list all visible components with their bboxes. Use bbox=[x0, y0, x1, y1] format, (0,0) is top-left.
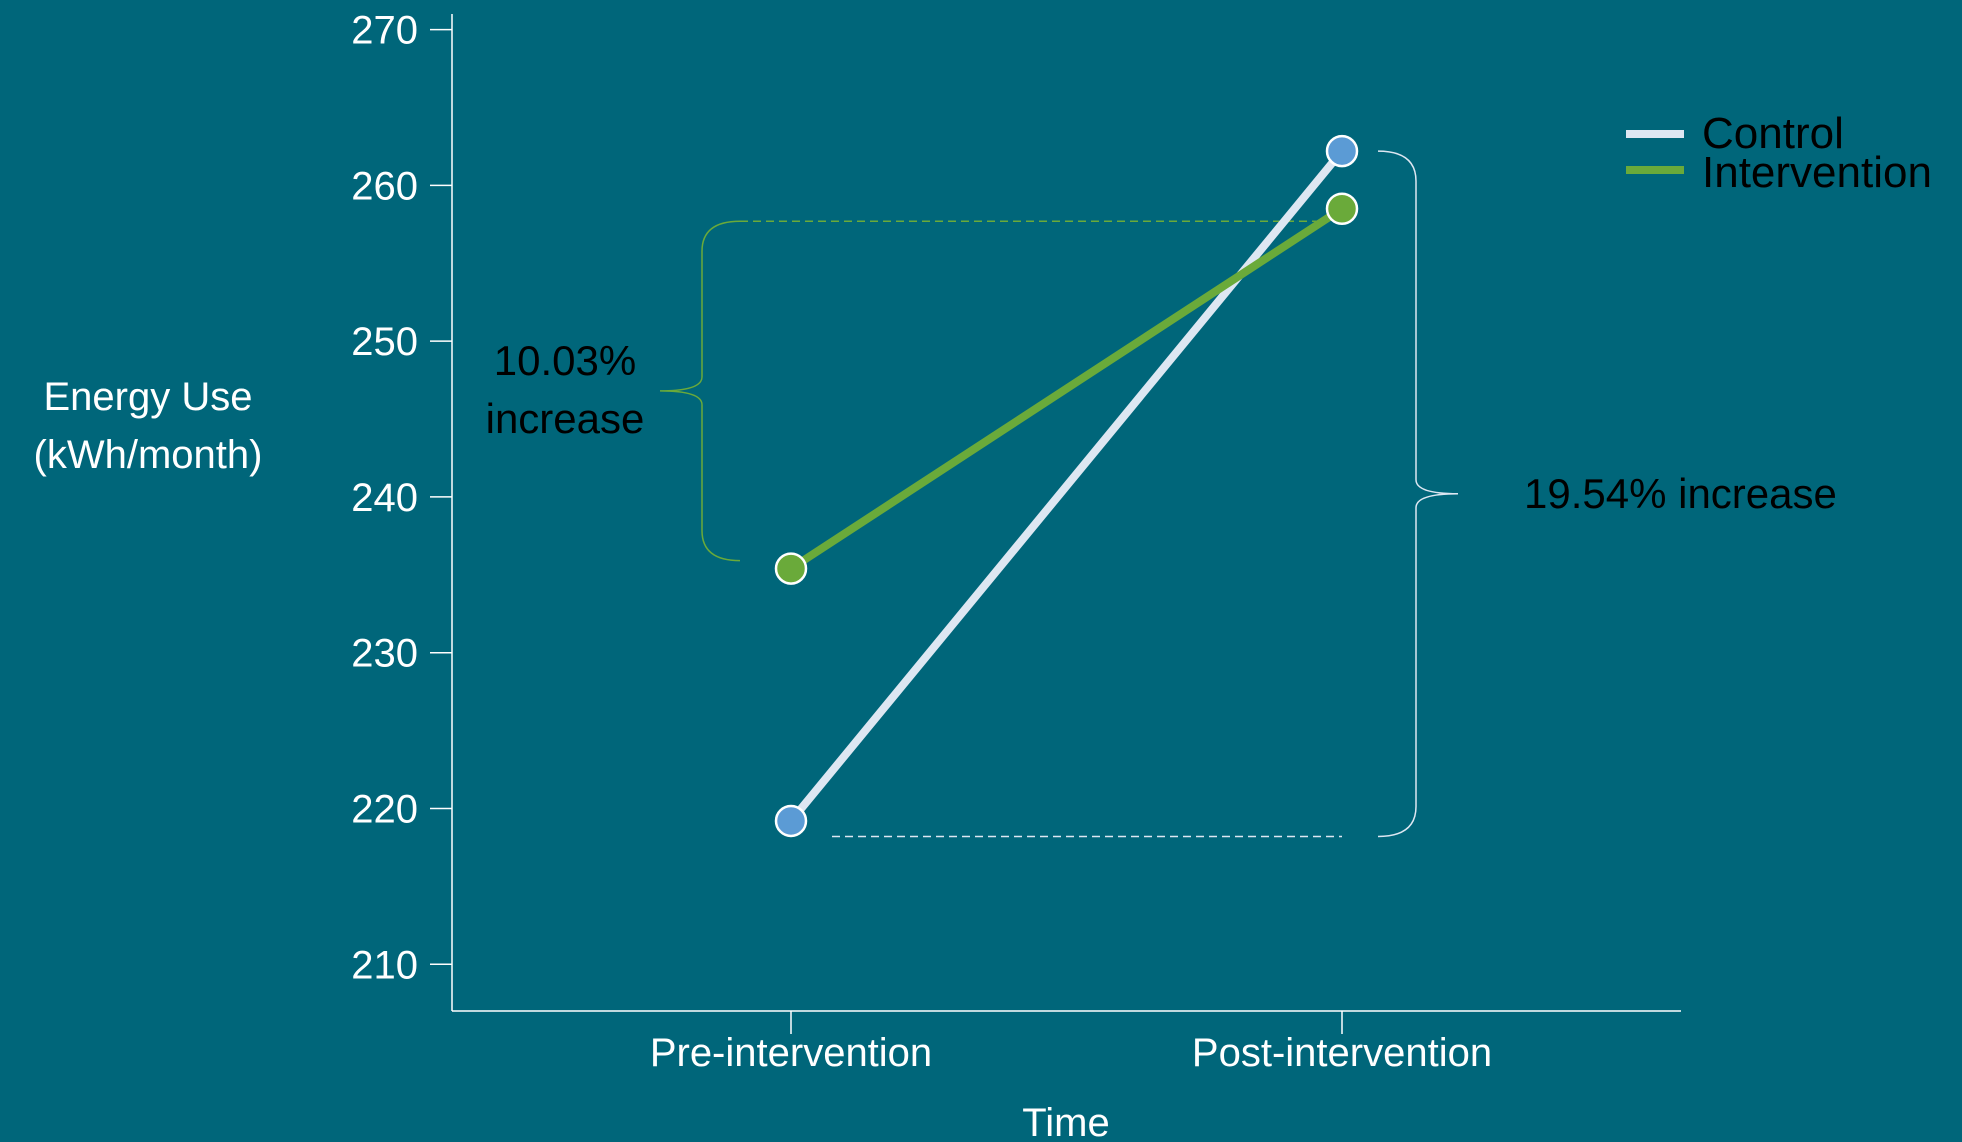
annotation-intervention-line-1: 10.03% bbox=[494, 337, 636, 384]
y-axis-title-line-1: Energy Use bbox=[44, 375, 253, 419]
y-axis-title-line-2: (kWh/month) bbox=[34, 433, 263, 477]
series-line-control bbox=[787, 147, 1346, 825]
x-axis-ticks: Pre-intervention Post-intervention bbox=[650, 1011, 1492, 1075]
legend: Control Intervention bbox=[1626, 109, 1932, 197]
legend-label-control: Control bbox=[1702, 109, 1844, 158]
y-tick-label-220: 220 bbox=[351, 787, 418, 831]
x-tick-label-pre-intervention: Pre-intervention bbox=[650, 1031, 932, 1075]
x-axis-title: Time bbox=[1022, 1101, 1109, 1142]
point-intervention-post-intervention bbox=[1325, 192, 1359, 225]
x-axis-title-group: Time bbox=[1022, 1101, 1109, 1142]
x-tick-label-post-intervention: Post-intervention bbox=[1192, 1031, 1492, 1075]
brace-intervention bbox=[659, 220, 741, 562]
point-control-pre-intervention bbox=[774, 804, 808, 838]
annotation-guides bbox=[740, 220, 1342, 838]
annotation-control-line-1: 19.54% increase bbox=[1524, 470, 1837, 517]
y-tick-label-250: 250 bbox=[351, 320, 418, 364]
series-line-intervention bbox=[787, 204, 1346, 573]
legend-label-intervention: Intervention bbox=[1702, 148, 1932, 197]
annotation-intervention-line-2: increase bbox=[486, 395, 645, 442]
series-lines bbox=[787, 147, 1346, 825]
point-intervention-pre-intervention bbox=[774, 552, 808, 585]
y-tick-label-230: 230 bbox=[351, 632, 418, 676]
series-points bbox=[774, 134, 1359, 838]
axes bbox=[451, 14, 1681, 1012]
y-tick-label-270: 270 bbox=[351, 9, 418, 53]
y-tick-label-260: 260 bbox=[351, 164, 418, 208]
y-tick-label-240: 240 bbox=[351, 476, 418, 520]
y-axis-ticks: 210 220 230 240 250 260 270 bbox=[351, 9, 452, 987]
annotations: 10.03% increase 19.54% increase bbox=[486, 150, 1837, 838]
point-control-post-intervention bbox=[1325, 134, 1359, 168]
y-tick-label-210: 210 bbox=[351, 943, 418, 987]
y-axis-title-group: Energy Use (kWh/month) bbox=[34, 375, 263, 477]
brace-control bbox=[1377, 150, 1459, 838]
